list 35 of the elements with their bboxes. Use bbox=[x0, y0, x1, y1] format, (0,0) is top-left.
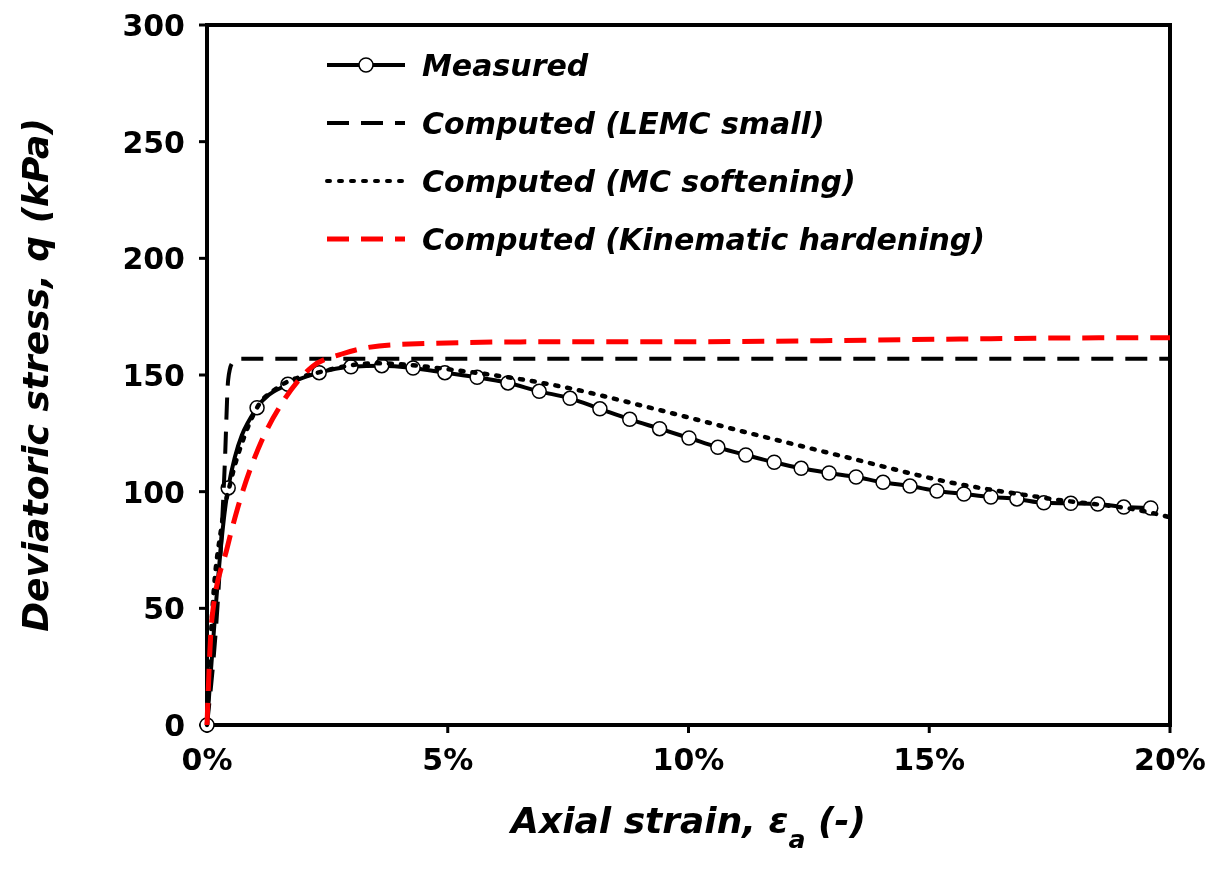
point bbox=[875, 474, 891, 491]
x-tick-label: 5% bbox=[422, 742, 474, 777]
y-tick-label: 150 bbox=[122, 358, 185, 393]
legend-label: Computed (Kinematic hardening) bbox=[422, 222, 986, 257]
legend-label: Measured bbox=[422, 48, 589, 83]
point bbox=[929, 483, 945, 499]
point bbox=[622, 411, 638, 428]
point bbox=[793, 460, 809, 477]
point bbox=[562, 390, 578, 407]
y-tick-label: 100 bbox=[122, 474, 185, 510]
point bbox=[956, 486, 972, 502]
x-tick-label: 10% bbox=[652, 742, 725, 777]
point bbox=[531, 383, 547, 400]
point bbox=[738, 447, 754, 463]
point bbox=[710, 439, 726, 456]
x-tick-label: 20% bbox=[1134, 742, 1206, 777]
y-tick-label: 300 bbox=[122, 8, 185, 43]
y-tick-label: 50 bbox=[143, 591, 185, 627]
legend-label: Computed (LEMC small) bbox=[422, 106, 825, 141]
point bbox=[821, 465, 837, 481]
y-tick-label: 200 bbox=[122, 241, 185, 277]
y-axis-title: Deviatoric stress, q (kPa) bbox=[15, 118, 56, 632]
x-tick-label: 0% bbox=[181, 742, 233, 777]
point bbox=[983, 489, 999, 505]
x-axis-title: Axial strain, ε$_{a}$ (-) bbox=[508, 800, 866, 854]
point bbox=[681, 430, 697, 446]
y-tick-label: 0 bbox=[164, 708, 185, 743]
point bbox=[766, 454, 782, 471]
x-tick-label: 15% bbox=[893, 742, 966, 777]
legend-label: Computed (MC softening) bbox=[422, 164, 856, 199]
y-tick-label: 250 bbox=[122, 124, 185, 160]
point bbox=[651, 420, 668, 437]
point bbox=[848, 469, 864, 485]
point bbox=[902, 478, 918, 494]
point bbox=[592, 401, 608, 417]
